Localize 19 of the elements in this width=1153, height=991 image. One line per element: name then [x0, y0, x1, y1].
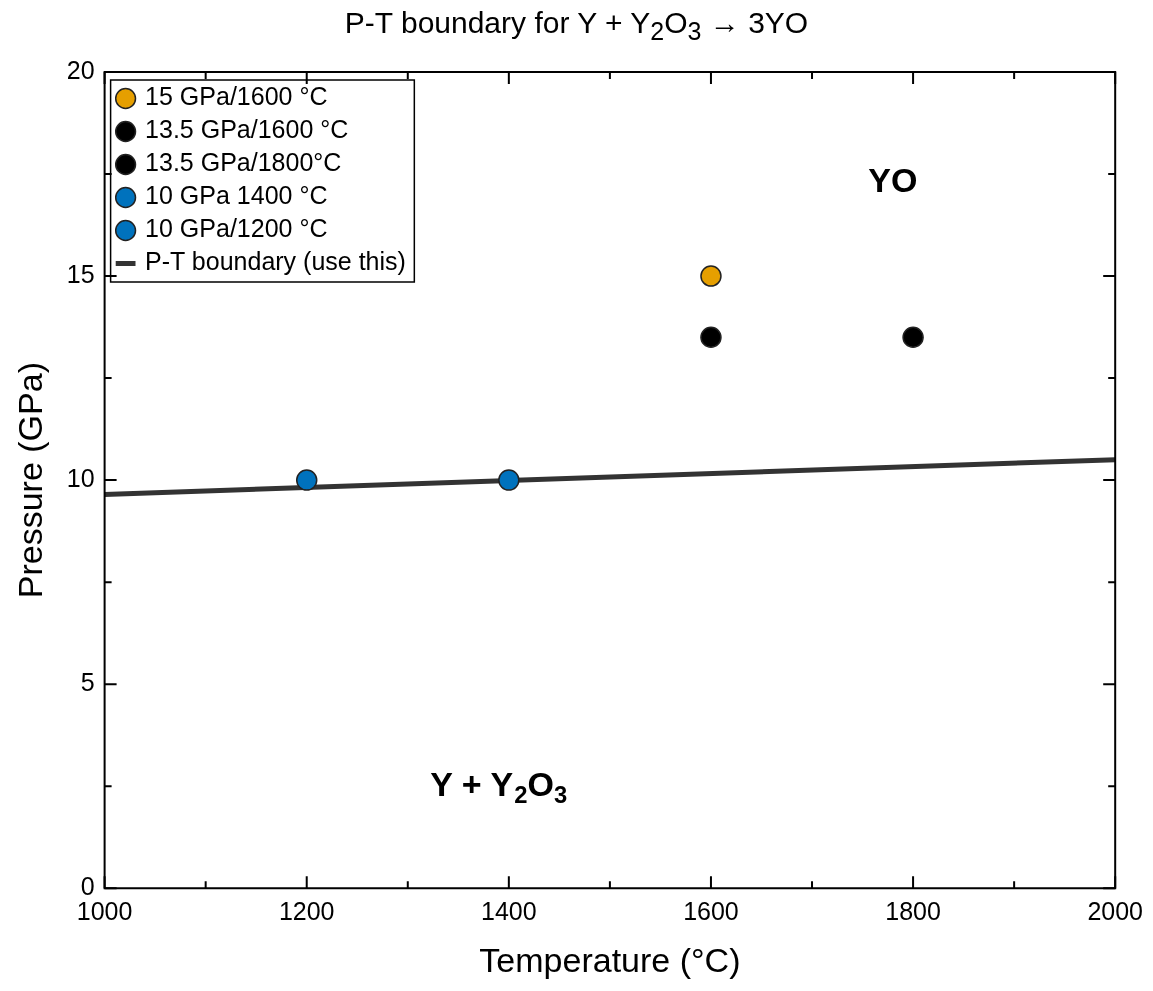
legend-label: 10 GPa 1400 °C: [145, 181, 328, 210]
y-tick-label: 10: [66, 463, 95, 492]
annotation: YO: [868, 160, 918, 199]
legend-label: 15 GPa/1600 °C: [145, 82, 328, 111]
legend-label: 13.5 GPa/1800°C: [145, 148, 342, 177]
y-tick-label: 5: [80, 668, 95, 697]
x-tick-label: 1400: [481, 897, 537, 926]
chart-title: P-T boundary for Y + Y$_{2}$O$_{3}$ → 3YO: [343, 6, 810, 46]
legend-label: 10 GPa/1200 °C: [145, 214, 328, 243]
legend-label: 13.5 GPa/1600 °C: [145, 115, 349, 144]
x-tick-label: 2000: [1087, 897, 1143, 926]
y-axis-title: Pressure (GPa): [10, 362, 49, 599]
x-tick-label: 1200: [278, 897, 335, 926]
y-tick-label: 15: [66, 259, 95, 288]
x-axis-title: Temperature (°C): [479, 940, 741, 979]
y-tick-label: 20: [66, 55, 95, 84]
x-tick-label: 1800: [885, 897, 941, 926]
x-tick-label: 1600: [683, 897, 739, 926]
legend-label: P-T boundary (use this): [145, 247, 406, 276]
